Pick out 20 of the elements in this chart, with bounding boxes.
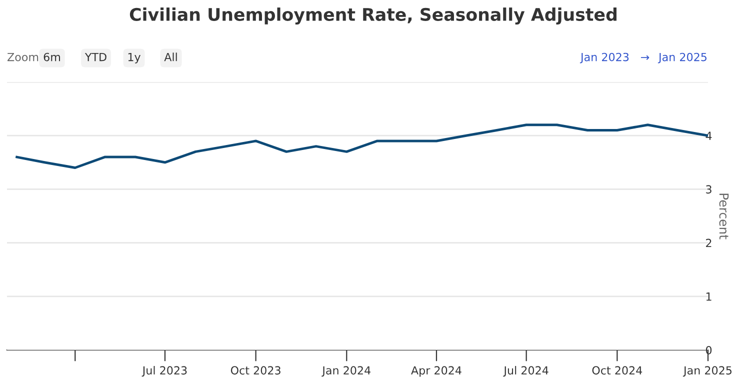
x-tick-label: Jul 2023 [142,366,187,377]
y2-tick-label: 2 [706,238,712,248]
x-tick-label: Apr 2024 [411,366,462,377]
y2-tick-label: 3 [706,185,712,194]
text: Jan 2025 [658,52,706,64]
x-tick-label: Jan 2024 [322,366,370,377]
text: Jan 2023 [580,52,629,64]
y2-tick-label: 1 [706,292,712,301]
x-tick-label: Jul 2024 [503,366,548,377]
x-tick-label: Oct 2023 [230,366,280,375]
text: All [164,52,177,62]
chart-title: Civilian Unemployment Rate, Seasonally Adjusted [130,8,616,24]
text: → [640,55,650,60]
x-tick-label: Jan 2025 [682,366,732,377]
y2-axis-title: Percent [719,194,729,240]
text: 1y [128,52,140,64]
text: YTD [84,52,106,62]
x-tick-label: Oct 2024 [592,366,642,375]
text: 6m [44,52,60,62]
text: Zoom [8,52,38,62]
